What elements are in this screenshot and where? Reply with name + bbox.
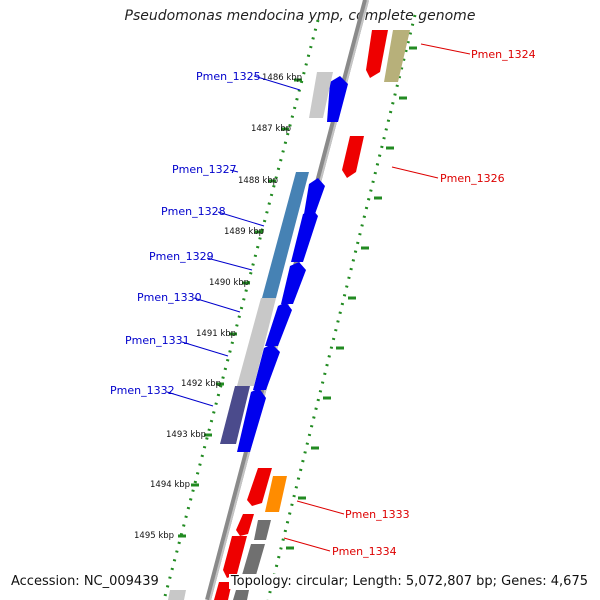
cds-reverse-pmen-1334-b [223, 536, 247, 578]
map-footer: Accession: NC_009439 Topology: circular;… [0, 574, 600, 594]
cds-forward-pmen-1331 [253, 344, 280, 390]
tick-label-1495: 1495 kbp [134, 531, 174, 541]
leader-pmen-1334 [283, 537, 331, 552]
tick-label-1489: 1489 kbp [224, 227, 264, 237]
leader-pmen-1324 [420, 43, 471, 55]
misc-pmen-1325 [309, 72, 333, 118]
cds-forward-pmen-1332 [237, 388, 266, 452]
map-title: Pseudomonas mendocina ymp, complete geno… [124, 8, 476, 24]
leader-pmen-1330 [193, 297, 241, 313]
cds-forward-pmen-1330 [265, 302, 292, 346]
gene-label-pmen-1326[interactable]: Pmen_1326 [440, 172, 505, 185]
inner-tick-track [162, 19, 320, 600]
cds-reverse-pmen-1333-a [247, 468, 272, 506]
cds-reverse-pmen-1334-a [236, 514, 254, 536]
leader-pmen-1325 [253, 75, 301, 91]
gene-label-pmen-1333[interactable]: Pmen_1333 [345, 508, 410, 521]
misc-pmen-1327-1329 [262, 172, 309, 298]
cds-reverse-pmen-1326 [342, 136, 364, 178]
gene-label-pmen-1324[interactable]: Pmen_1324 [471, 48, 536, 61]
misc-pmen-1334-b [240, 544, 265, 582]
gene-label-pmen-1325[interactable]: Pmen_1325 [196, 70, 261, 83]
gene-label-pmen-1330[interactable]: Pmen_1330 [137, 291, 202, 304]
cds-forward-pmen-1328 [291, 210, 318, 262]
tick-label-1487: 1487 kbp [251, 124, 291, 134]
topology-label: Topology: circular; Length: 5,072,807 bp… [228, 574, 590, 589]
cds-reverse-bottom [214, 582, 232, 600]
leader-pmen-1333 [296, 500, 345, 515]
tick-label-1494: 1494 kbp [150, 480, 190, 490]
tick-label-1491: 1491 kbp [196, 329, 236, 339]
gene-label-pmen-1332[interactable]: Pmen_1332 [110, 384, 175, 397]
outer-tick-track [266, 14, 417, 600]
gene-label-pmen-1327[interactable]: Pmen_1327 [172, 163, 237, 176]
outer-tick-marks [286, 46, 417, 550]
misc-pmen-1332 [220, 386, 250, 444]
leader-pmen-1331 [181, 341, 229, 357]
gene-label-pmen-1329[interactable]: Pmen_1329 [149, 250, 214, 263]
tick-label-1492: 1492 kbp [181, 379, 221, 389]
leader-pmen-1326 [391, 166, 439, 179]
leader-pmen-1327 [229, 169, 239, 173]
tick-label-1488: 1488 kbp [238, 176, 278, 186]
cds-reverse-pmen-1324 [366, 30, 388, 78]
gene-label-pmen-1331[interactable]: Pmen_1331 [125, 334, 190, 347]
tick-label-1490: 1490 kbp [209, 278, 249, 288]
rna-pmen-1324-b [384, 30, 410, 82]
tick-label-1486: 1486 kbp [262, 73, 302, 83]
gene-label-pmen-1328[interactable]: Pmen_1328 [161, 205, 226, 218]
misc-pmen-1330-1331 [237, 298, 276, 386]
leader-pmen-1332 [166, 391, 214, 407]
cds-forward-pmen-1325 [327, 76, 348, 122]
misc-pmen-1333 [265, 476, 287, 512]
inner-tick-marks [178, 78, 302, 538]
leader-pmen-1329 [206, 257, 253, 271]
misc-pmen-1334-a [254, 520, 271, 540]
cds-forward-pmen-1327 [304, 178, 325, 214]
misc-bottom [233, 590, 249, 600]
tick-label-1493: 1493 kbp [166, 430, 206, 440]
accession-label: Accession: NC_009439 [9, 574, 161, 589]
misc-bottom-grey [168, 590, 186, 600]
cds-forward-pmen-1329 [281, 262, 306, 304]
leader-pmen-1328 [217, 211, 265, 227]
gene-label-pmen-1334[interactable]: Pmen_1334 [332, 545, 397, 558]
